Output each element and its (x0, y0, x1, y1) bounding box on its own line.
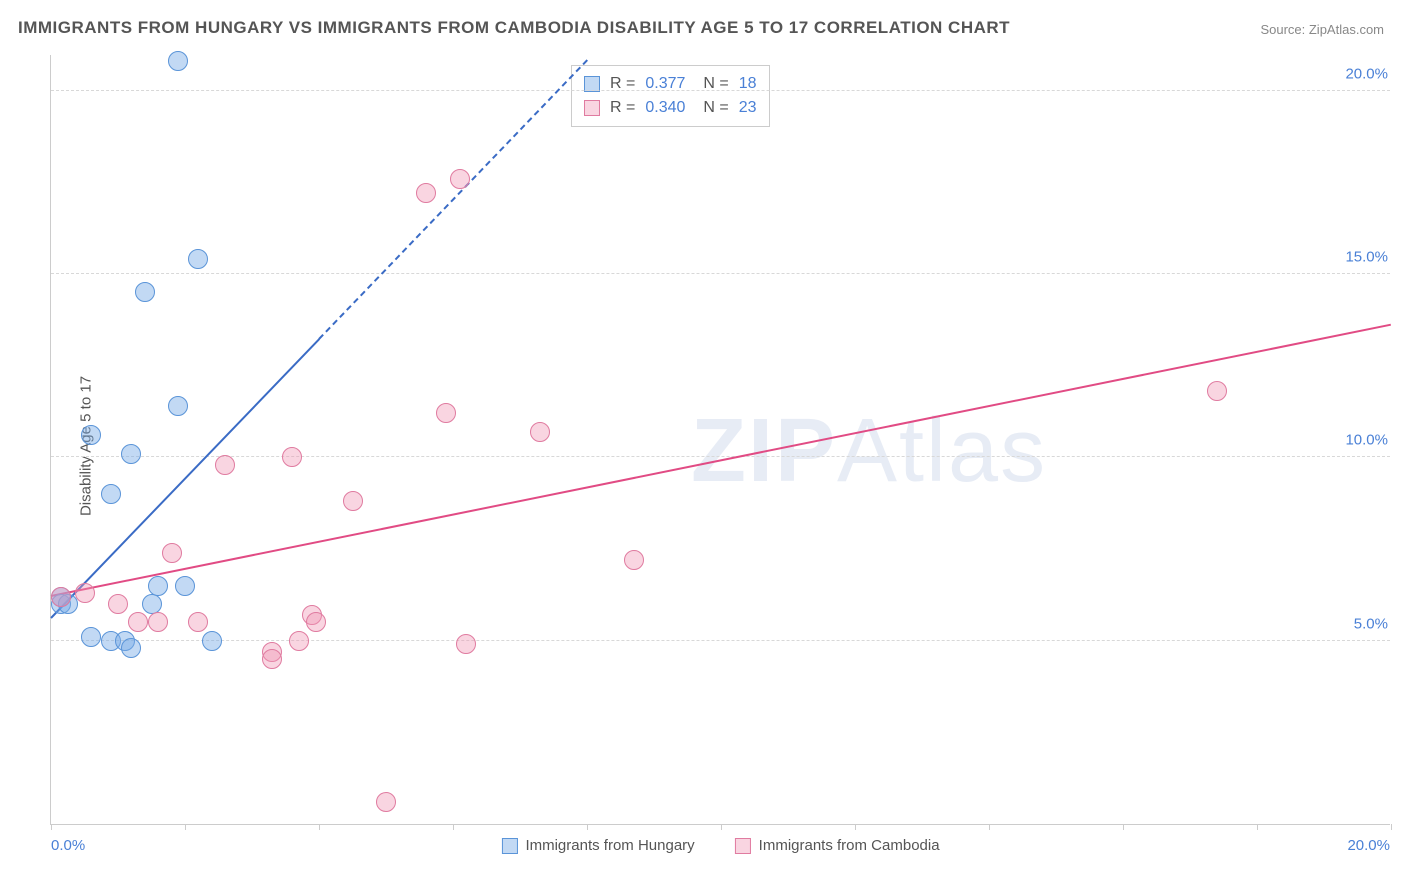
gridline-h (51, 456, 1390, 457)
scatter-point (168, 51, 188, 71)
trend-line-extrapolated (318, 60, 587, 340)
scatter-point (168, 396, 188, 416)
scatter-point (148, 576, 168, 596)
scatter-point (436, 403, 456, 423)
x-tick (721, 824, 722, 830)
x-tick (185, 824, 186, 830)
scatter-point (282, 447, 302, 467)
x-tick (1257, 824, 1258, 830)
legend-item: Immigrants from Hungary (501, 837, 694, 854)
scatter-point (121, 444, 141, 464)
x-tick (1391, 824, 1392, 830)
scatter-point (142, 594, 162, 614)
scatter-point (289, 631, 309, 651)
scatter-point (456, 634, 476, 654)
scatter-point (202, 631, 222, 651)
stats-row: R = 0.340 N = 23 (584, 96, 757, 120)
scatter-point (262, 649, 282, 669)
x-tick (855, 824, 856, 830)
stats-r-value: 0.377 (645, 72, 685, 96)
stats-n-label: N = (703, 72, 728, 96)
scatter-point (108, 594, 128, 614)
scatter-point (188, 612, 208, 632)
scatter-point (450, 169, 470, 189)
chart-title: IMMIGRANTS FROM HUNGARY VS IMMIGRANTS FR… (18, 18, 1010, 38)
gridline-h (51, 90, 1390, 91)
scatter-point (135, 282, 155, 302)
x-tick-label-max: 20.0% (1347, 837, 1390, 854)
x-tick-label-min: 0.0% (51, 837, 85, 854)
bottom-legend: Immigrants from Hungary Immigrants from C… (501, 837, 939, 854)
stats-row: R = 0.377 N = 18 (584, 72, 757, 96)
scatter-point (121, 638, 141, 658)
scatter-point (376, 792, 396, 812)
x-tick (453, 824, 454, 830)
scatter-point (128, 612, 148, 632)
gridline-h (51, 640, 1390, 641)
y-tick-label: 5.0% (1350, 615, 1392, 632)
y-tick-label: 20.0% (1341, 65, 1392, 82)
scatter-point (101, 484, 121, 504)
scatter-point (51, 587, 71, 607)
scatter-point (81, 627, 101, 647)
stats-n-label: N = (703, 96, 728, 120)
scatter-point (1207, 381, 1227, 401)
x-tick (989, 824, 990, 830)
stats-n-value: 18 (739, 72, 757, 96)
x-tick (51, 824, 52, 830)
scatter-point (188, 249, 208, 269)
x-tick (587, 824, 588, 830)
scatter-point (75, 583, 95, 603)
gridline-h (51, 273, 1390, 274)
scatter-point (416, 183, 436, 203)
stats-r-value: 0.340 (645, 96, 685, 120)
scatter-point (215, 455, 235, 475)
scatter-point (148, 612, 168, 632)
legend-label: Immigrants from Cambodia (759, 837, 940, 854)
legend-swatch (735, 838, 751, 854)
legend-item: Immigrants from Cambodia (735, 837, 940, 854)
stats-box: R = 0.377 N = 18 R = 0.340 N = 23 (571, 65, 770, 127)
scatter-plot-area: ZIPAtlas R =0.377N =18R =0.340N =23 Immi… (50, 55, 1390, 825)
stats-n-value: 23 (739, 96, 757, 120)
source-label: Source: ZipAtlas.com (1260, 22, 1384, 37)
scatter-point (624, 550, 644, 570)
y-tick-label: 10.0% (1341, 432, 1392, 449)
scatter-point (530, 422, 550, 442)
stats-r-label: R = (610, 96, 635, 120)
scatter-point (343, 491, 363, 511)
scatter-point (175, 576, 195, 596)
x-tick (1123, 824, 1124, 830)
watermark: ZIPAtlas (691, 400, 1047, 503)
scatter-point (81, 425, 101, 445)
legend-swatch (501, 838, 517, 854)
scatter-point (162, 543, 182, 563)
x-tick (319, 824, 320, 830)
trend-line (51, 323, 1391, 596)
stats-r-label: R = (610, 72, 635, 96)
y-tick-label: 15.0% (1341, 249, 1392, 266)
scatter-point (306, 612, 326, 632)
legend-swatch (584, 100, 600, 116)
legend-label: Immigrants from Hungary (525, 837, 694, 854)
